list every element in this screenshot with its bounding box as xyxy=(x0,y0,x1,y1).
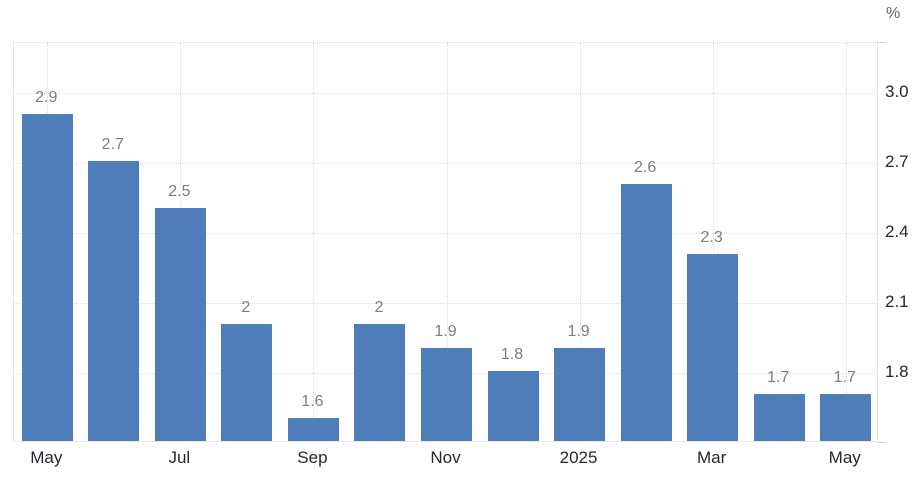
bar-value-label: 2.5 xyxy=(168,182,191,200)
gridline-horizontal xyxy=(14,162,877,164)
x-axis-tick-label: Sep xyxy=(297,448,328,467)
gridline-horizontal xyxy=(14,92,877,94)
x-axis-tick-label: May xyxy=(828,448,861,467)
bar[interactable] xyxy=(154,207,206,441)
bar-value-label: 1.7 xyxy=(833,369,856,387)
gridline-vertical xyxy=(579,43,581,441)
plot-area xyxy=(13,42,878,442)
bar[interactable] xyxy=(687,254,739,441)
y-axis-unit-label: % xyxy=(886,5,901,22)
bar-value-label: 1.8 xyxy=(500,345,524,363)
bar-value-label: 1.7 xyxy=(767,369,790,387)
bar[interactable] xyxy=(88,160,140,441)
gridline-vertical xyxy=(446,43,448,441)
gridline-horizontal xyxy=(14,232,877,234)
x-axis-tick-label: May xyxy=(30,448,63,467)
x-axis-tick-label: 2025 xyxy=(559,448,598,467)
bar-value-label: 1.9 xyxy=(567,322,590,340)
x-axis-tick-label: Mar xyxy=(697,448,727,467)
gridline-vertical xyxy=(313,43,315,441)
y-axis-tick-label: 2.7 xyxy=(885,152,909,172)
axis-tick-mark xyxy=(878,42,885,43)
bar-value-label: 2.3 xyxy=(700,229,723,247)
gridline-vertical xyxy=(845,43,847,441)
y-axis-tick-label: 1.8 xyxy=(885,362,909,382)
bar-value-label: 2 xyxy=(241,299,251,317)
x-axis-tick-label: Jul xyxy=(168,448,191,467)
bar-value-label: 2 xyxy=(374,299,384,317)
bar[interactable] xyxy=(421,347,472,441)
bar-value-label: 1.9 xyxy=(434,322,457,340)
bar[interactable] xyxy=(620,184,672,441)
bar[interactable] xyxy=(753,394,805,441)
x-axis-tick-label: Nov xyxy=(430,448,461,467)
axis-tick-mark xyxy=(878,442,885,443)
bar-value-label: 2.9 xyxy=(35,89,58,107)
bar[interactable] xyxy=(354,324,406,441)
y-axis-tick-label: 3.0 xyxy=(885,82,909,102)
y-axis-tick-label: 2.4 xyxy=(885,222,909,242)
bar[interactable] xyxy=(287,417,339,441)
bar[interactable] xyxy=(820,394,872,441)
bar-value-label: 2.6 xyxy=(633,159,657,177)
bar[interactable] xyxy=(21,114,73,441)
gridline-horizontal xyxy=(14,302,877,304)
bar-value-label: 2.7 xyxy=(101,135,124,153)
bar-value-label: 1.6 xyxy=(301,392,324,410)
bar[interactable] xyxy=(554,347,606,441)
bar[interactable] xyxy=(221,324,273,441)
y-axis-tick-label: 2.1 xyxy=(885,292,909,312)
gridline-vertical xyxy=(712,43,714,441)
bar[interactable] xyxy=(487,371,539,441)
